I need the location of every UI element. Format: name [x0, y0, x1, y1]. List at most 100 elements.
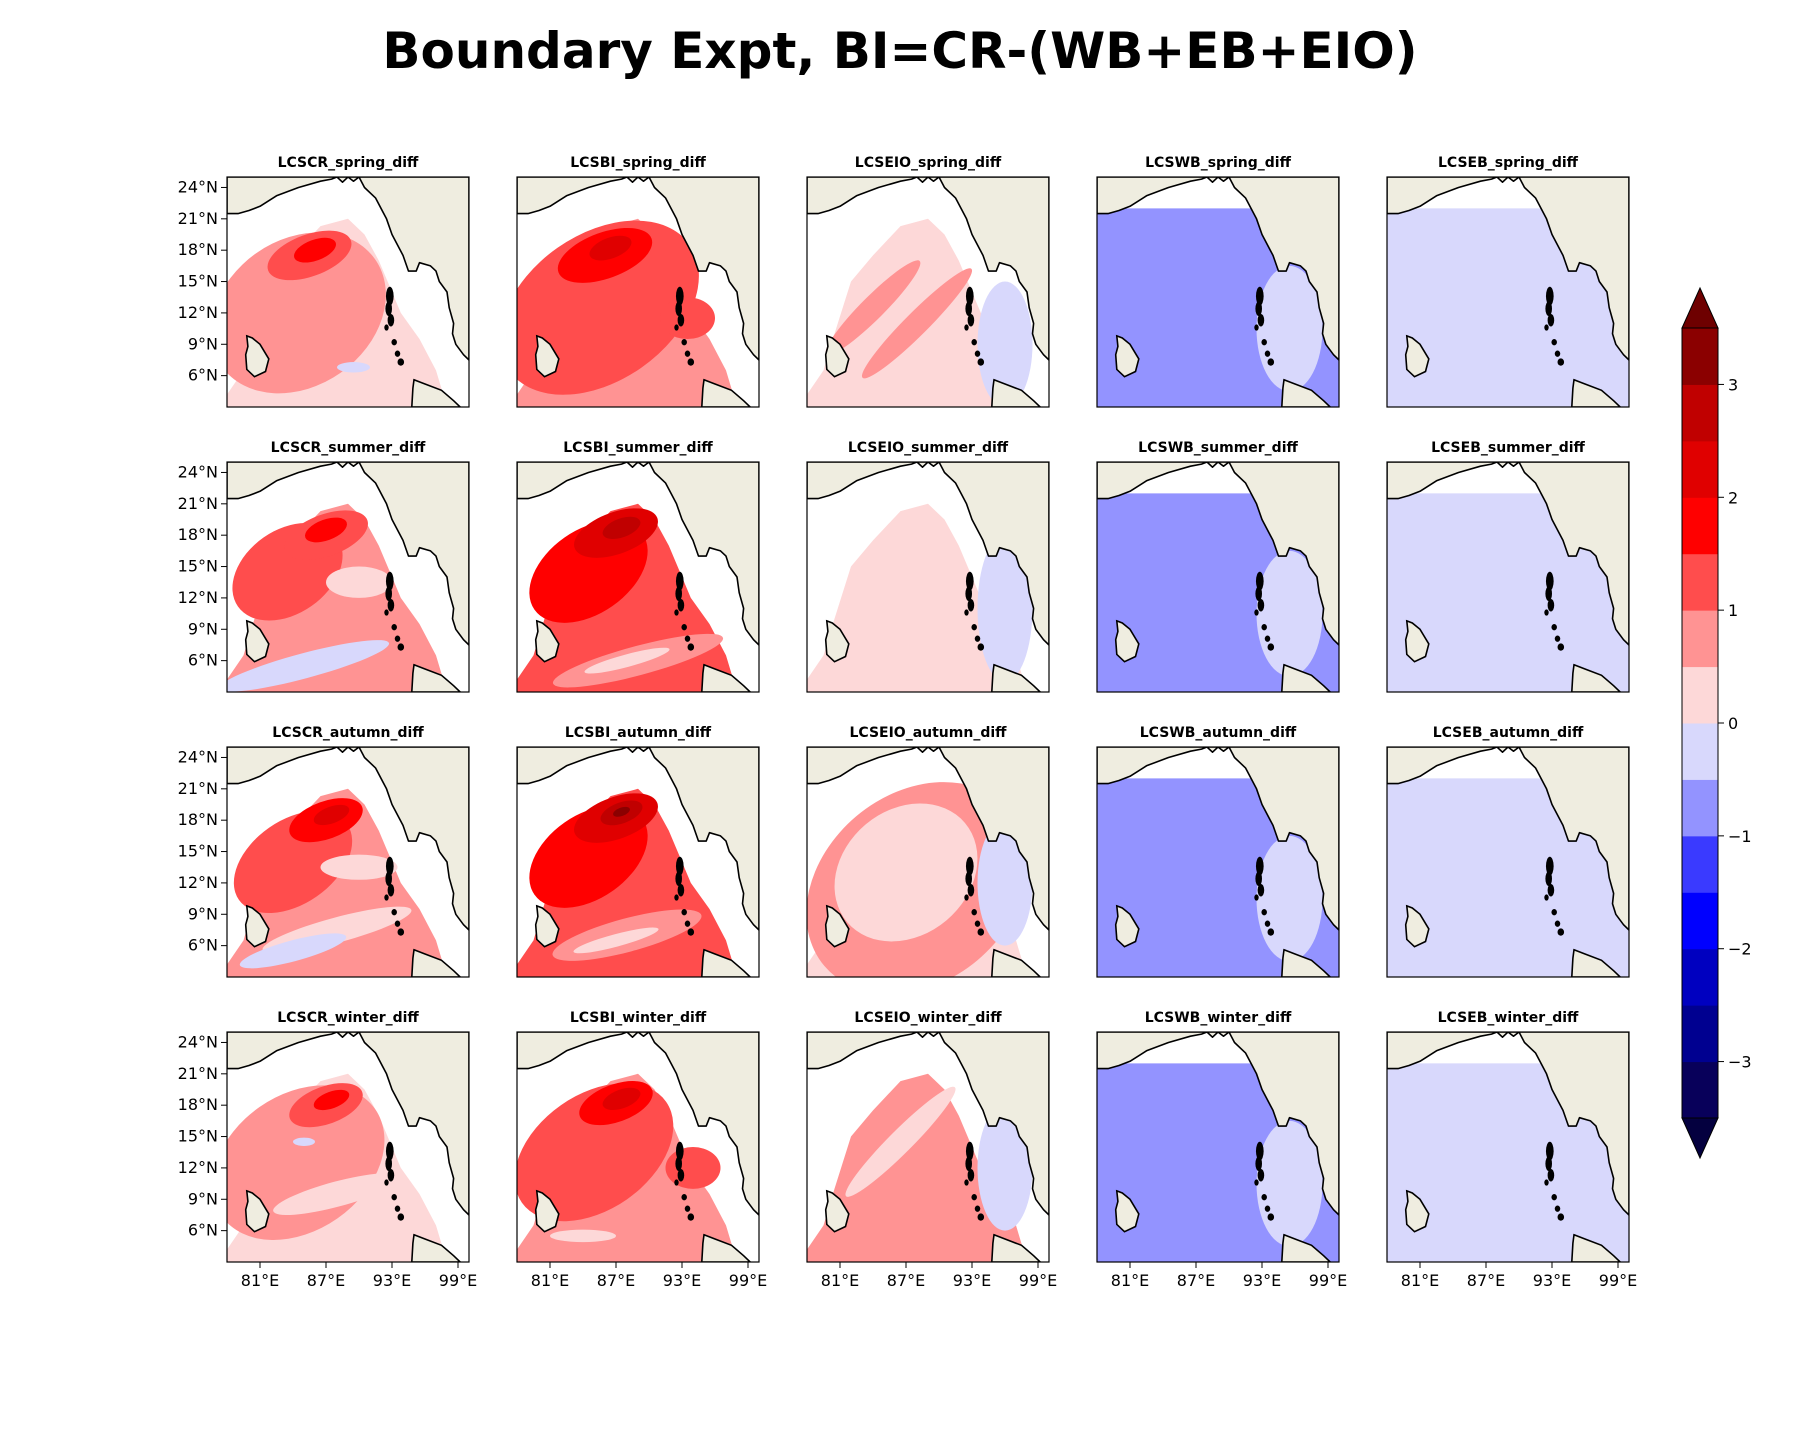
anomaly-contour — [320, 854, 398, 880]
island — [384, 894, 389, 901]
island — [967, 313, 975, 327]
island — [387, 598, 395, 612]
lon-tick-label: 81°E — [821, 1271, 859, 1290]
island — [1544, 324, 1549, 331]
panel-title: LCSEIO_winter_diff — [854, 1010, 1002, 1026]
sri-lanka — [1404, 1189, 1430, 1233]
island — [1551, 624, 1557, 631]
colorbar-segment — [1682, 610, 1718, 668]
colorbar-tick-label: 3 — [1728, 375, 1738, 394]
map-panel: LCSEB_spring_diff — [1386, 155, 1630, 408]
panel-title: LCSBI_summer_diff — [563, 440, 713, 456]
colorbar-segment — [1682, 666, 1718, 724]
island — [1267, 643, 1275, 651]
island — [1264, 1205, 1271, 1212]
panel-frame — [1096, 1031, 1340, 1263]
anomaly-contour — [313, 804, 350, 826]
lat-tick-label: 18°N — [178, 525, 218, 544]
island — [385, 871, 392, 887]
sumatra — [1570, 948, 1622, 977]
lon-tick-label: 81°E — [531, 1271, 569, 1290]
island — [384, 1179, 389, 1186]
map-panel: LCSWB_winter_diff 81°E 87°E 93°E 99°E — [1096, 1010, 1347, 1290]
island — [397, 358, 405, 366]
island — [391, 339, 397, 346]
lon-tick-label: 81°E — [241, 1271, 279, 1290]
island — [965, 571, 974, 591]
map-body — [807, 1032, 1049, 1262]
panel-title: LCSEB_autumn_diff — [1433, 725, 1584, 741]
island — [385, 571, 394, 591]
island — [394, 920, 401, 927]
island — [965, 286, 974, 306]
sri-lanka — [1404, 619, 1430, 663]
colorbar-tick-label: −3 — [1728, 1053, 1752, 1072]
island — [971, 624, 977, 631]
island — [1557, 643, 1565, 651]
island — [397, 928, 405, 936]
panel-frame — [226, 461, 470, 693]
island — [977, 643, 985, 651]
sumatra — [700, 1233, 752, 1262]
island — [1257, 883, 1265, 897]
panel-frame — [1386, 176, 1630, 408]
lon-tick-label: 93°E — [953, 1271, 991, 1290]
island — [1551, 909, 1557, 916]
island — [1551, 339, 1557, 346]
sri-lanka — [1114, 904, 1140, 948]
island — [1547, 883, 1555, 897]
lon-tick-label: 93°E — [663, 1271, 701, 1290]
colorbar-segment — [1682, 948, 1718, 1006]
island — [1257, 598, 1265, 612]
island — [977, 1213, 985, 1221]
map-panel: LCSEIO_summer_diff — [806, 440, 1050, 693]
island — [1544, 894, 1549, 901]
mainland — [517, 462, 759, 646]
map-body — [227, 1032, 469, 1262]
lat-tick-label: 24°N — [178, 747, 218, 766]
island — [1545, 871, 1552, 887]
anomaly-contour — [550, 1229, 616, 1243]
island — [1254, 894, 1259, 901]
map-body — [1387, 462, 1629, 692]
sumatra — [1570, 378, 1622, 407]
sumatra — [1280, 378, 1332, 407]
colorbar-segment — [1682, 1005, 1718, 1063]
island — [687, 358, 695, 366]
sri-lanka — [244, 619, 270, 663]
colorbar-tick-label: 2 — [1728, 488, 1738, 507]
island — [391, 1194, 397, 1201]
colorbar-segment — [1682, 328, 1718, 385]
island — [1255, 301, 1262, 317]
colorbar-tick-label: 1 — [1728, 601, 1738, 620]
panel-frame — [806, 1031, 1050, 1263]
lat-tick-label: 6°N — [188, 366, 218, 385]
panel-frame — [1096, 746, 1340, 978]
panel-frame — [226, 1031, 470, 1263]
island — [675, 586, 682, 602]
lat-tick-label: 18°N — [178, 1095, 218, 1114]
anomaly-contour — [589, 235, 632, 261]
island — [1545, 286, 1554, 306]
island — [674, 324, 679, 331]
island — [965, 856, 974, 876]
map-panel: LCSWB_spring_diff — [1096, 155, 1340, 408]
lat-tick-label: 9°N — [188, 619, 218, 638]
island — [674, 894, 679, 901]
map-body — [517, 177, 759, 407]
island — [385, 1141, 394, 1161]
island — [391, 909, 397, 916]
map-body — [807, 177, 1049, 407]
panel-frame — [1386, 746, 1630, 978]
mainland — [807, 1032, 1049, 1216]
lat-tick-label: 15°N — [178, 842, 218, 861]
anomaly-contour — [660, 297, 715, 340]
mainland — [1097, 177, 1339, 361]
sri-lanka — [244, 334, 270, 378]
panel-title: LCSWB_summer_diff — [1138, 440, 1298, 456]
island — [684, 920, 691, 927]
lat-tick-label: 15°N — [178, 557, 218, 576]
panel-frame — [1096, 176, 1340, 408]
anomaly-contour — [305, 517, 347, 543]
sumatra — [700, 948, 752, 977]
